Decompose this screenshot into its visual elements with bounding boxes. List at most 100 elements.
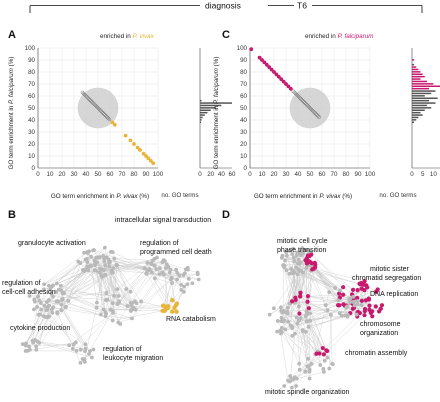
- network-node: [294, 384, 298, 388]
- histogram-x-tick-label: 0: [198, 171, 202, 178]
- network-node: [177, 273, 182, 278]
- network-node: [307, 369, 312, 374]
- network-node: [145, 261, 150, 265]
- histogram-bar: [412, 68, 419, 71]
- enriched-point: [272, 70, 276, 74]
- y-tick-label: 90: [28, 57, 35, 64]
- network-node: [42, 287, 46, 292]
- histogram-bar: [412, 63, 415, 66]
- network-edge: [296, 267, 316, 318]
- network-node: [45, 307, 50, 312]
- network-edge: [299, 296, 323, 349]
- network-node: [298, 251, 302, 256]
- histogram-bar: [412, 71, 421, 73]
- network-edge: [287, 300, 339, 314]
- neutral-point: [301, 99, 305, 103]
- network-node: [355, 295, 360, 300]
- network-edge: [39, 300, 74, 345]
- network-node: [311, 266, 316, 271]
- histogram-bar: [412, 114, 423, 116]
- network-node: [281, 263, 286, 268]
- neutral-point: [80, 90, 85, 95]
- network-node: [87, 352, 91, 356]
- scatter-plot-c: 0 10 20 30 40 50 60 70 80 90 100010203040506070809…: [237, 45, 376, 178]
- histogram-bar: [200, 109, 211, 111]
- network-node: [161, 272, 166, 277]
- x-tick-label: 20: [59, 171, 66, 178]
- network-node: [379, 303, 385, 308]
- network-node: [362, 313, 367, 318]
- network-node: [30, 338, 35, 343]
- network-edge: [52, 285, 67, 307]
- histogram-x-tick-label: 40: [218, 171, 225, 178]
- enriched-point: [274, 72, 279, 77]
- network-node: [133, 307, 137, 312]
- network-node: [47, 303, 51, 308]
- network-edge: [118, 301, 132, 310]
- network-edge: [150, 262, 199, 280]
- network-edge: [62, 293, 97, 308]
- neutral-point: [82, 92, 87, 97]
- network-edge: [289, 273, 309, 297]
- enriched-point: [267, 65, 272, 70]
- network-edge: [88, 251, 91, 266]
- network-edge: [76, 312, 114, 352]
- network-node: [305, 253, 310, 258]
- x-tick-label: 0: [36, 171, 40, 178]
- network-node: [103, 263, 108, 268]
- network-node: [355, 288, 360, 293]
- network-node: [39, 307, 43, 312]
- network-edge: [299, 313, 309, 359]
- network-node: [175, 270, 180, 275]
- network-edge: [310, 270, 361, 285]
- network-edge: [62, 293, 113, 312]
- network-node: [364, 283, 369, 288]
- network-node: [63, 305, 68, 309]
- network-node: [286, 319, 291, 324]
- network-node: [134, 301, 139, 306]
- network-node: [182, 290, 186, 294]
- x-tick-label: 70: [119, 171, 126, 178]
- histogram-bar: [412, 78, 421, 80]
- network-node: [283, 327, 288, 332]
- x-tick-label: 90: [143, 171, 150, 178]
- network-d-label-dna-replication: DNA replication: [370, 291, 418, 298]
- network-node: [164, 266, 168, 270]
- network-edge: [69, 312, 114, 346]
- network-node: [352, 303, 357, 308]
- network-node: [330, 362, 335, 367]
- network-node: [323, 303, 328, 308]
- network-node: [325, 355, 330, 360]
- network-node: [287, 271, 292, 276]
- enriched-point: [146, 156, 151, 161]
- network-edge: [62, 293, 107, 314]
- network-edge: [323, 315, 365, 355]
- network-edge: [104, 265, 120, 302]
- network-node: [102, 259, 107, 264]
- network-node: [94, 305, 99, 310]
- network-edge: [280, 310, 328, 331]
- network-node: [144, 271, 149, 276]
- histogram-bar: [200, 102, 232, 104]
- network-node: [106, 257, 111, 262]
- network-node: [175, 277, 179, 282]
- network-edge: [32, 306, 67, 343]
- network-node: [283, 258, 288, 263]
- enriched-point: [144, 154, 148, 158]
- neutral-point: [89, 99, 93, 103]
- network-node: [321, 352, 326, 357]
- network-edge: [112, 252, 133, 304]
- network-d-label-chromatid-segregation: chromatid segregation: [352, 275, 421, 282]
- neutral-point: [296, 94, 301, 99]
- network-node: [359, 298, 365, 303]
- network-node: [303, 369, 308, 374]
- network-node: [107, 264, 112, 269]
- network-edge: [306, 267, 328, 311]
- network-node: [116, 294, 121, 298]
- network-node: [174, 267, 179, 272]
- neutral-point: [102, 112, 106, 116]
- x-tick-label: 80: [343, 171, 350, 178]
- network-node: [305, 294, 311, 299]
- network-node: [279, 325, 284, 330]
- network-node: [291, 377, 295, 382]
